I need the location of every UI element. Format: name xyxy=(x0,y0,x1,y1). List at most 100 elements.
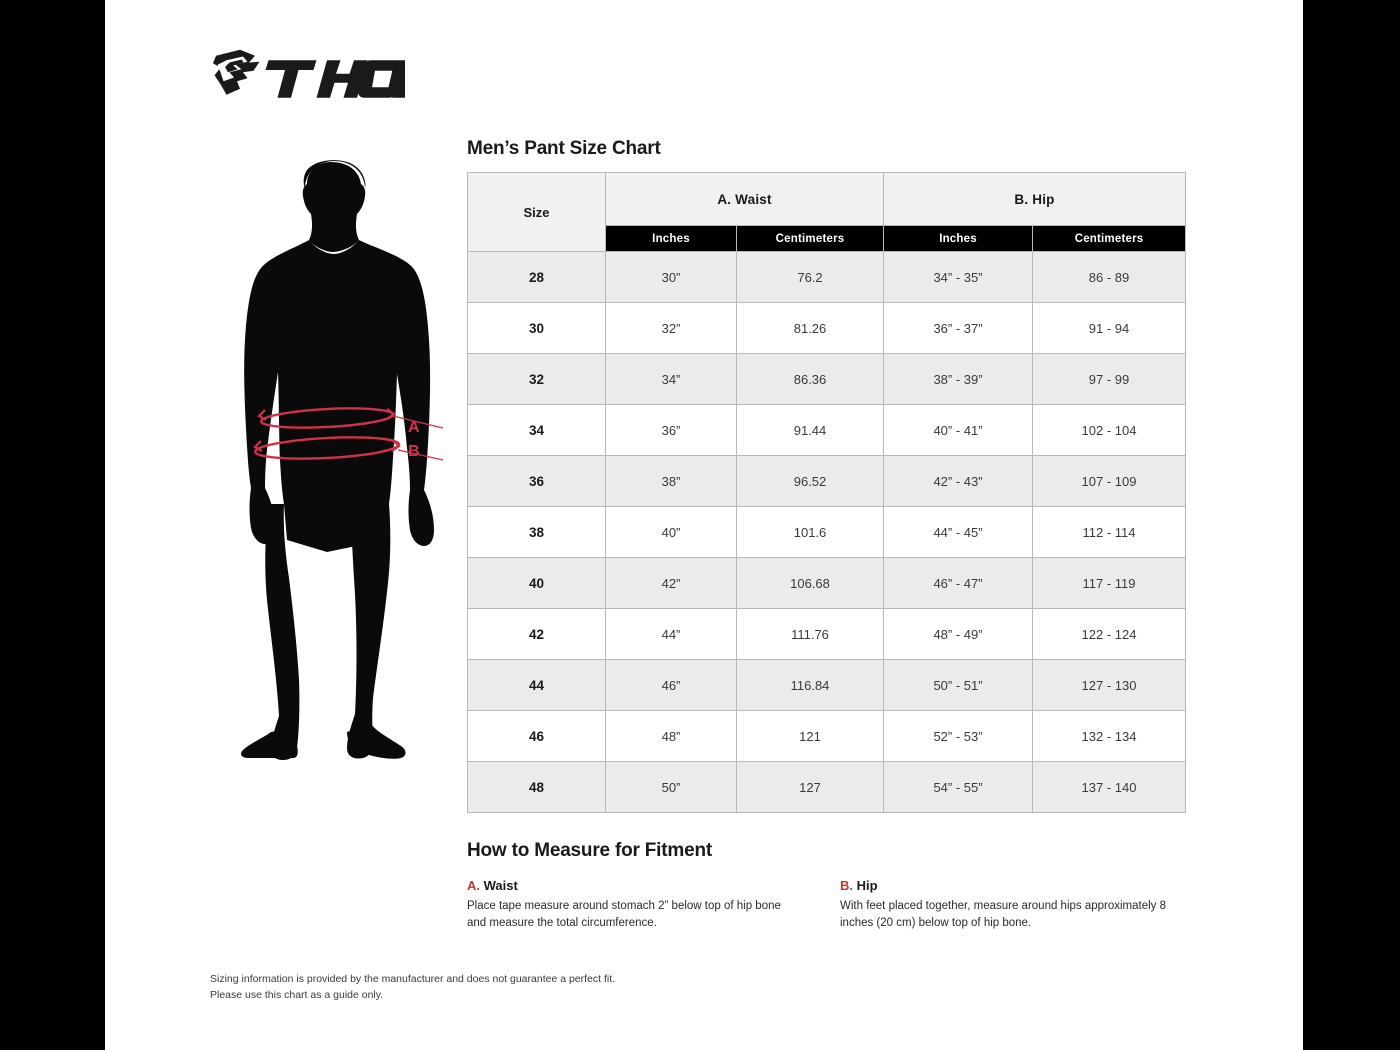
howto-hip-key: B. xyxy=(840,878,853,893)
hip-measure-line xyxy=(253,436,401,460)
cell-size: 28 xyxy=(467,251,606,303)
table-row: 36 38” 96.52 42” - 43” 107 - 109 xyxy=(467,455,1187,507)
body-silhouette-figure xyxy=(235,160,450,760)
cell-waist-inches: 44” xyxy=(605,608,737,660)
howto-hip-heading: B. Hip xyxy=(840,878,1170,893)
thor-logo xyxy=(210,42,405,110)
cell-waist-centimeters: 121 xyxy=(735,710,885,762)
cell-size: 44 xyxy=(467,659,606,711)
cell-waist-centimeters: 76.2 xyxy=(735,251,885,303)
cell-waist-centimeters: 116.84 xyxy=(735,659,885,711)
cell-waist-centimeters: 106.68 xyxy=(735,557,885,609)
cell-waist-centimeters: 91.44 xyxy=(735,404,885,456)
table-row: 28 30” 76.2 34” - 35” 86 - 89 xyxy=(467,251,1187,303)
cell-size: 34 xyxy=(467,404,606,456)
cell-size: 36 xyxy=(467,455,606,507)
table-row: 40 42” 106.68 46” - 47” 117 - 119 xyxy=(467,557,1187,609)
cell-size: 40 xyxy=(467,557,606,609)
cell-hip-inches: 42” - 43” xyxy=(883,455,1034,507)
cell-hip-inches: 36” - 37” xyxy=(883,302,1034,354)
table-header-group-row: Size A. Waist B. Hip xyxy=(467,171,1187,252)
cell-hip-centimeters: 91 - 94 xyxy=(1032,302,1187,354)
cell-hip-centimeters: 132 - 134 xyxy=(1032,710,1187,762)
cell-waist-inches: 32” xyxy=(605,302,737,354)
silhouette-body xyxy=(241,160,434,760)
table-row: 34 36” 91.44 40” - 41” 102 - 104 xyxy=(467,404,1187,456)
cell-waist-inches: 34” xyxy=(605,353,737,405)
disclaimer-line-1: Sizing information is provided by the ma… xyxy=(210,973,616,985)
cell-hip-inches: 46” - 47” xyxy=(883,557,1034,609)
table-row: 38 40” 101.6 44” - 45” 112 - 114 xyxy=(467,506,1187,558)
table-row: 48 50” 127 54” - 55” 137 - 140 xyxy=(467,761,1187,813)
cell-size: 38 xyxy=(467,506,606,558)
table-head: Size A. Waist B. Hip Inches Centimeters … xyxy=(467,171,1187,252)
hip-leader-line xyxy=(397,449,444,461)
cell-hip-centimeters: 117 - 119 xyxy=(1032,557,1187,609)
cell-hip-centimeters: 86 - 89 xyxy=(1032,251,1187,303)
cell-waist-centimeters: 81.26 xyxy=(735,302,885,354)
header-waist-inches: Inches xyxy=(605,225,737,252)
cell-hip-inches: 50” - 51” xyxy=(883,659,1034,711)
cell-hip-centimeters: 127 - 130 xyxy=(1032,659,1187,711)
header-hip-centimeters: Centimeters xyxy=(1032,225,1187,252)
header-size: Size xyxy=(467,172,606,252)
howto-hip-name: Hip xyxy=(853,878,878,893)
cell-waist-inches: 36” xyxy=(605,404,737,456)
howto-waist-heading: A. Waist xyxy=(467,878,797,893)
howto-waist-name: Waist xyxy=(480,878,518,893)
cell-hip-centimeters: 112 - 114 xyxy=(1032,506,1187,558)
cell-size: 30 xyxy=(467,302,606,354)
table-body: 28 30” 76.2 34” - 35” 86 - 89 30 32” 81.26 36” -… xyxy=(467,251,1187,813)
figure-label-a: A xyxy=(408,419,421,436)
cell-waist-inches: 46” xyxy=(605,659,737,711)
cell-hip-inches: 48” - 49” xyxy=(883,608,1034,660)
cell-hip-centimeters: 122 - 124 xyxy=(1032,608,1187,660)
cell-waist-centimeters: 96.52 xyxy=(735,455,885,507)
cell-hip-centimeters: 102 - 104 xyxy=(1032,404,1187,456)
cell-hip-inches: 44” - 45” xyxy=(883,506,1034,558)
header-group-waist: A. Waist xyxy=(604,171,885,227)
cell-hip-centimeters: 137 - 140 xyxy=(1032,761,1187,813)
cell-waist-centimeters: 101.6 xyxy=(735,506,885,558)
cell-hip-centimeters: 107 - 109 xyxy=(1032,455,1187,507)
cell-hip-inches: 40” - 41” xyxy=(883,404,1034,456)
howto-waist-key: A. xyxy=(467,878,480,893)
figure-label-b: B xyxy=(408,443,421,460)
table-row: 30 32” 81.26 36” - 37” 91 - 94 xyxy=(467,302,1187,354)
measure-arrowheads xyxy=(253,408,401,452)
cell-waist-inches: 38” xyxy=(605,455,737,507)
cell-size: 48 xyxy=(467,761,606,813)
cell-hip-inches: 34” - 35” xyxy=(883,251,1034,303)
cell-hip-inches: 54” - 55” xyxy=(883,761,1034,813)
size-chart-sheet: A B Men’s Pant Size Chart Size A. Waist … xyxy=(105,0,1303,1050)
table-row: 42 44” 111.76 48” - 49” 122 - 124 xyxy=(467,608,1187,660)
howto-title: How to Measure for Fitment xyxy=(467,840,712,861)
cell-waist-centimeters: 111.76 xyxy=(735,608,885,660)
size-chart-table: Size A. Waist B. Hip Inches Centimeters … xyxy=(467,171,1187,813)
disclaimer: Sizing information is provided by the ma… xyxy=(210,972,615,1004)
howto-waist-text: Place tape measure around stomach 2” bel… xyxy=(467,900,781,929)
cell-size: 46 xyxy=(467,710,606,762)
cell-waist-centimeters: 127 xyxy=(735,761,885,813)
header-hip-inches: Inches xyxy=(883,225,1034,252)
cell-size: 42 xyxy=(467,608,606,660)
table-row: 32 34” 86.36 38” - 39” 97 - 99 xyxy=(467,353,1187,405)
cell-waist-inches: 50” xyxy=(605,761,737,813)
howto-waist-block: A. Waist Place tape measure around stoma… xyxy=(467,878,797,931)
cell-hip-centimeters: 97 - 99 xyxy=(1032,353,1187,405)
waist-leader-line xyxy=(392,415,444,429)
header-group-hip: B. Hip xyxy=(883,171,1187,227)
header-waist-centimeters: Centimeters xyxy=(735,225,885,252)
howto-hip-text: With feet placed together, measure aroun… xyxy=(840,900,1167,929)
disclaimer-line-2: Please use this chart as a guide only. xyxy=(210,988,384,1001)
table-row: 46 48” 121 52” - 53” 132 - 134 xyxy=(467,710,1187,762)
cell-size: 32 xyxy=(467,353,606,405)
cell-waist-centimeters: 86.36 xyxy=(735,353,885,405)
cell-waist-inches: 30” xyxy=(605,251,737,303)
table-row: 44 46” 116.84 50” - 51” 127 - 130 xyxy=(467,659,1187,711)
cell-hip-inches: 52” - 53” xyxy=(883,710,1034,762)
cell-waist-inches: 40” xyxy=(605,506,737,558)
cell-waist-inches: 48” xyxy=(605,710,737,762)
cell-waist-inches: 42” xyxy=(605,557,737,609)
